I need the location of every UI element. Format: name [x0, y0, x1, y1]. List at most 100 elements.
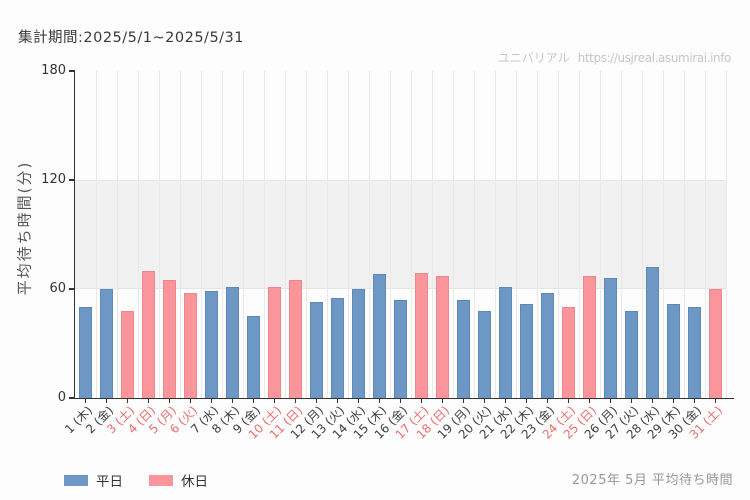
x-tick-7: [210, 398, 213, 403]
x-tick-20: [483, 398, 486, 403]
legend-swatch-holiday: [149, 474, 173, 486]
vertical-gridline: [158, 71, 160, 398]
x-tick-14: [357, 398, 360, 403]
x-tick-28: [651, 398, 654, 403]
bar-13[interactable]: [331, 298, 344, 398]
y-tick-label-180: 180: [41, 63, 66, 78]
x-tick-12: [315, 398, 318, 403]
vertical-gridline: [641, 71, 643, 398]
y-tick-0: [69, 397, 75, 399]
bar-16[interactable]: [394, 299, 407, 398]
bar-30[interactable]: [688, 307, 701, 398]
watermark-url: https://usjreal.asumirai.info: [577, 51, 732, 65]
bar-20[interactable]: [478, 310, 491, 398]
bar-27[interactable]: [625, 310, 638, 398]
legend-label-weekday: 平日: [96, 474, 123, 490]
bar-1[interactable]: [79, 307, 92, 398]
vertical-gridline: [179, 71, 181, 398]
vertical-gridline: [452, 71, 454, 398]
x-tick-18: [441, 398, 444, 403]
vertical-gridline: [263, 71, 265, 398]
x-tick-26: [609, 398, 612, 403]
vertical-gridline: [347, 71, 349, 398]
bar-11[interactable]: [289, 279, 302, 398]
vertical-gridline: [599, 71, 601, 398]
x-axis-line: [73, 397, 734, 399]
x-tick-6: [189, 398, 192, 403]
vertical-gridline: [389, 71, 391, 398]
vertical-gridline: [704, 71, 706, 398]
vertical-gridline: [368, 71, 370, 398]
y-axis-line: [73, 70, 75, 399]
watermark-site-name: ユニバリアル: [497, 51, 570, 65]
x-tick-29: [672, 398, 675, 403]
vertical-gridline: [305, 71, 307, 398]
legend-item-holiday: 休日: [149, 470, 208, 490]
bar-29[interactable]: [667, 303, 680, 398]
bar-7[interactable]: [205, 290, 218, 398]
bar-23[interactable]: [541, 292, 554, 398]
bar-15[interactable]: [373, 274, 386, 398]
vertical-gridline: [284, 71, 286, 398]
x-tick-3: [126, 398, 129, 403]
bar-4[interactable]: [142, 270, 155, 398]
bar-18[interactable]: [436, 276, 449, 398]
vertical-gridline: [494, 71, 496, 398]
bar-3[interactable]: [121, 310, 134, 398]
legend-item-weekday: 平日: [64, 470, 123, 490]
bar-10[interactable]: [268, 287, 281, 398]
bar-12[interactable]: [310, 301, 323, 398]
legend-swatch-weekday: [64, 474, 88, 486]
bar-9[interactable]: [247, 316, 260, 398]
x-tick-15: [378, 398, 381, 403]
bar-24[interactable]: [562, 307, 575, 398]
x-tick-25: [588, 398, 591, 403]
vertical-gridline: [95, 71, 97, 398]
x-tick-19: [462, 398, 465, 403]
x-tick-5: [168, 398, 171, 403]
vertical-gridline: [410, 71, 412, 398]
legend-label-holiday: 休日: [181, 474, 208, 490]
x-tick-21: [504, 398, 507, 403]
x-tick-30: [693, 398, 696, 403]
y-tick-120: [69, 179, 75, 181]
bar-26[interactable]: [604, 278, 617, 398]
legend: 平日 休日: [64, 470, 234, 490]
vertical-gridline: [620, 71, 622, 398]
y-tick-label-120: 120: [41, 172, 66, 187]
y-tick-180: [69, 70, 75, 72]
vertical-gridline: [431, 71, 433, 398]
vertical-gridline: [578, 71, 580, 398]
vertical-gridline: [515, 71, 517, 398]
bar-17[interactable]: [415, 272, 428, 398]
bar-25[interactable]: [583, 276, 596, 398]
bar-19[interactable]: [457, 299, 470, 398]
bar-28[interactable]: [646, 267, 659, 398]
watermark: ユニバリアル https://usjreal.asumirai.info: [497, 49, 732, 66]
x-tick-4: [147, 398, 150, 403]
y-tick-label-60: 60: [49, 281, 66, 296]
vertical-gridline: [725, 71, 727, 398]
chart-caption: 2025年 5月 平均待ち時間: [571, 473, 733, 488]
x-tick-13: [336, 398, 339, 403]
bar-8[interactable]: [226, 287, 239, 398]
bar-31[interactable]: [709, 289, 722, 398]
vertical-gridline: [536, 71, 538, 398]
x-tick-31: [714, 398, 717, 403]
x-tick-23: [546, 398, 549, 403]
bar-21[interactable]: [499, 287, 512, 398]
bar-14[interactable]: [352, 289, 365, 398]
vertical-gridline: [137, 71, 139, 398]
x-tick-10: [273, 398, 276, 403]
x-tick-17: [420, 398, 423, 403]
bar-22[interactable]: [520, 303, 533, 398]
bar-6[interactable]: [184, 292, 197, 398]
y-tick-label-0: 0: [57, 390, 66, 405]
bar-2[interactable]: [100, 289, 113, 398]
vertical-gridline: [662, 71, 664, 398]
x-tick-9: [252, 398, 255, 403]
bar-5[interactable]: [163, 279, 176, 398]
shaded-band-60-120: [75, 180, 726, 289]
x-tick-8: [231, 398, 234, 403]
